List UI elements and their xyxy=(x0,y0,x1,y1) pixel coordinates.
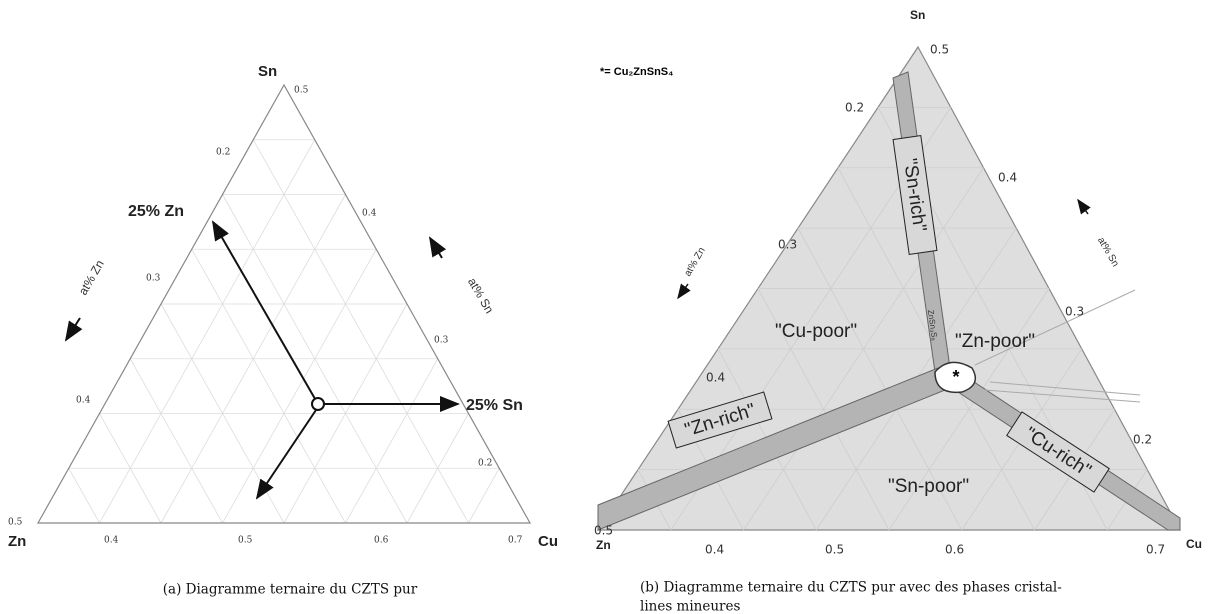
tick-label: 0.5 xyxy=(825,543,844,557)
tick-label: 0.4 xyxy=(705,543,724,557)
tick-label: 0.5 xyxy=(294,86,309,96)
region-label: "Sn-poor" xyxy=(888,476,969,497)
grid-line xyxy=(468,468,500,524)
axis-arrow xyxy=(64,317,83,342)
tick-label: 0.4 xyxy=(104,536,119,546)
phase-line xyxy=(989,381,1141,396)
vertex-label: Sn xyxy=(910,8,925,22)
grid-a xyxy=(68,139,500,524)
tick-label: 0.2 xyxy=(1133,433,1152,447)
vertex-label: Zn xyxy=(596,538,611,552)
tick-label: 0.4 xyxy=(76,396,91,406)
tick-label: 0.5 xyxy=(930,43,949,57)
vertex-label: Zn xyxy=(8,533,26,550)
band-box xyxy=(667,391,773,449)
arrow xyxy=(212,220,319,405)
band-box xyxy=(1006,411,1110,493)
tick-label: 0.4 xyxy=(706,371,725,385)
tick-label: 0.6 xyxy=(374,536,389,546)
arrow xyxy=(255,409,317,500)
marker: * xyxy=(952,367,959,387)
axis-arrow xyxy=(1077,198,1091,215)
triangle-a xyxy=(36,83,532,524)
phase-line xyxy=(974,289,1136,366)
axis-label: at% Zn xyxy=(76,258,107,298)
axis-arrow xyxy=(677,283,691,300)
band-box xyxy=(892,135,938,255)
vertex-label: Cu xyxy=(538,533,558,550)
annotation: 25% Sn xyxy=(466,397,523,414)
tick-label: 0.6 xyxy=(945,543,964,557)
grid-line xyxy=(191,249,346,524)
legend: *= Cu₂ZnSnS₄ xyxy=(600,66,673,78)
axis-label: at% Sn xyxy=(1095,235,1121,268)
tick-label: 0.5 xyxy=(594,524,613,538)
tick-label: 0.4 xyxy=(998,171,1017,185)
tick-label: 0.3 xyxy=(1065,305,1084,319)
tick-label: 0.2 xyxy=(216,148,230,158)
grid-line xyxy=(797,227,963,531)
grid-line xyxy=(99,139,316,524)
grid-line xyxy=(222,249,377,524)
phase-line xyxy=(984,389,1141,403)
caption: (b) Diagramme ternaire du CZTS pur avec … xyxy=(640,580,1062,596)
composition-point xyxy=(311,397,325,411)
annotation: 25% Zn xyxy=(128,203,184,220)
grid-line xyxy=(129,358,223,524)
tick-label: 0.2 xyxy=(478,459,492,469)
czts-region xyxy=(934,361,977,394)
tick-label: 0.7 xyxy=(1146,543,1165,557)
caption: lines mineures xyxy=(640,599,740,614)
caption: (a) Diagramme ternaire du CZTS pur xyxy=(163,582,418,598)
region-label: "Zn-poor" xyxy=(955,331,1035,352)
tick-label: 0.3 xyxy=(778,238,797,252)
vertex-label: Sn xyxy=(258,63,277,80)
axis-label: at% Zn xyxy=(682,246,707,279)
phase-label: ZnSn₃S₈ xyxy=(926,309,939,341)
tick-label: 0.5 xyxy=(238,536,253,546)
tick-label: 0.2 xyxy=(845,101,864,115)
grid-line xyxy=(68,468,100,524)
tick-label: 0.4 xyxy=(362,209,377,219)
grid-line xyxy=(345,358,439,524)
tick-label: 0.7 xyxy=(508,536,523,546)
tick-label: 0.3 xyxy=(434,336,449,346)
tick-label: 0.3 xyxy=(146,274,161,284)
grid-line xyxy=(252,139,469,524)
vertex-label: Cu xyxy=(1186,537,1202,551)
axis-label: at% Sn xyxy=(465,275,496,316)
tick-label: 0.5 xyxy=(8,518,23,528)
region-label: "Cu-poor" xyxy=(775,321,857,342)
axis-arrow xyxy=(428,236,447,259)
